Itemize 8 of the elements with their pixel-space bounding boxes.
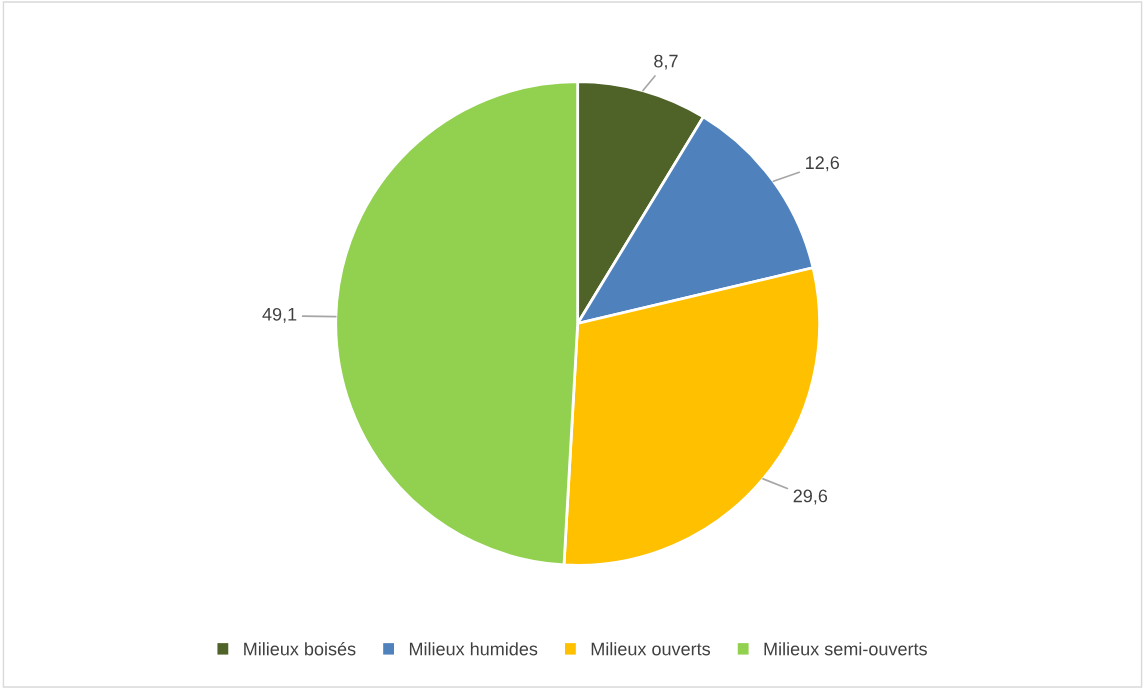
data-label: 12,6 — [806, 156, 840, 172]
data-label: 49,1 — [262, 307, 297, 323]
legend-label: Milieux semi-ouverts — [764, 642, 927, 656]
legend-label: Milieux boisés — [244, 641, 356, 656]
data-label: 29,6 — [793, 489, 828, 505]
legend-label: Milieux humides — [409, 642, 538, 656]
legend-label: Milieux ouverts — [591, 642, 711, 656]
data-label: 8,7 — [654, 54, 678, 70]
